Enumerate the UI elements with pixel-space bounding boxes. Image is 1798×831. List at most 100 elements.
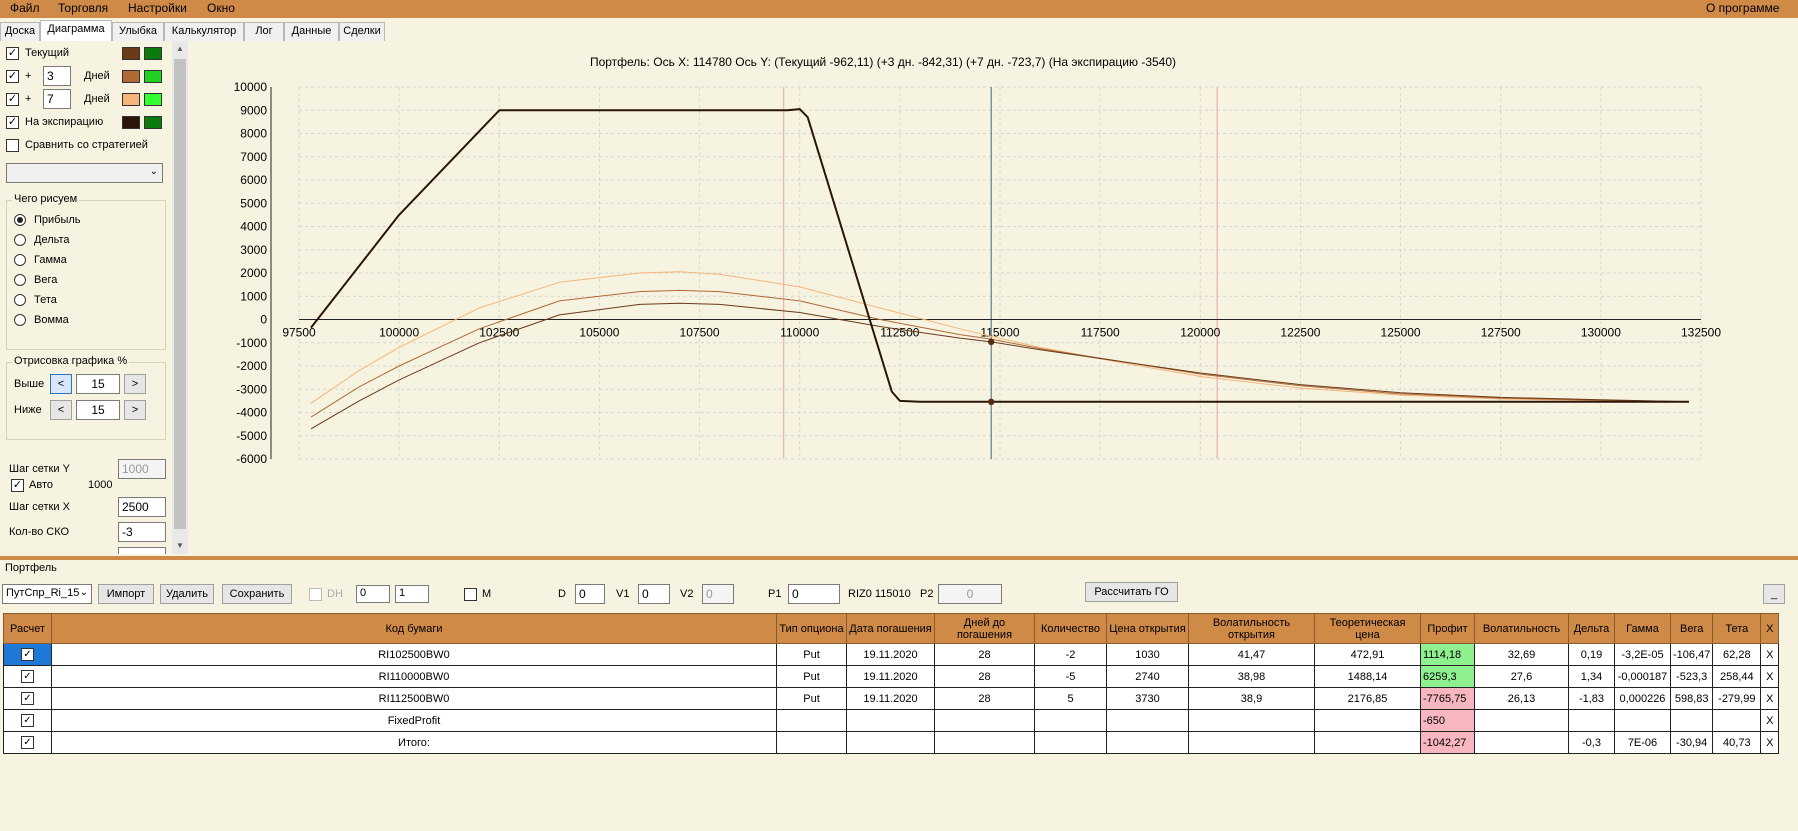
column-header[interactable]: X: [1760, 613, 1780, 644]
current-alt-color-swatch[interactable]: [144, 47, 162, 60]
delete-row-button[interactable]: X: [1760, 665, 1780, 688]
tab-data[interactable]: Данные: [284, 22, 339, 41]
what-option-radio-3[interactable]: [14, 274, 26, 286]
above-increase-button[interactable]: >: [124, 374, 146, 394]
tab-log[interactable]: Лог: [244, 22, 284, 41]
tab-smile[interactable]: Улыбка: [112, 22, 164, 41]
below-decrease-button[interactable]: <: [50, 400, 72, 420]
column-header[interactable]: Волатильность: [1474, 613, 1569, 644]
expiry-checkbox[interactable]: ✓: [6, 116, 19, 129]
menu-file[interactable]: Файл: [10, 1, 40, 15]
auto-checkbox[interactable]: ✓: [11, 479, 24, 492]
calc-checkbox-cell[interactable]: ✓: [3, 643, 52, 666]
table-row[interactable]: ✓ RI112500BW0 Put 19.11.2020 28 5 3730 38,9 2176…: [3, 687, 1780, 710]
left-panel-scrollbar[interactable]: ▲ ▼: [172, 41, 188, 554]
tab-calculator[interactable]: Калькулятор: [164, 22, 244, 41]
delete-row-button[interactable]: X: [1760, 709, 1780, 732]
plus7-alt-color-swatch[interactable]: [144, 93, 162, 106]
table-row[interactable]: ✓ FixedProfit -650 X: [3, 709, 1780, 732]
tab-diagram[interactable]: Диаграмма: [40, 20, 112, 41]
expiry-alt-color-swatch[interactable]: [144, 116, 162, 129]
calc-checkbox-cell[interactable]: ✓: [3, 709, 52, 732]
plus3-alt-color-swatch[interactable]: [144, 70, 162, 83]
strategy-dropdown[interactable]: ⌄: [6, 163, 163, 183]
plus3-days-input[interactable]: 3: [43, 66, 71, 86]
d-input[interactable]: 0: [575, 584, 605, 604]
column-header[interactable]: Количество: [1034, 613, 1107, 644]
scroll-up-icon[interactable]: ▲: [176, 44, 184, 53]
current-color-swatch[interactable]: [122, 47, 140, 60]
grid-y-input[interactable]: 1000: [118, 459, 166, 479]
dh-checkbox[interactable]: [309, 588, 322, 601]
dh-spinner-a[interactable]: 0: [356, 585, 390, 603]
panel-splitter[interactable]: [0, 556, 1798, 560]
column-header[interactable]: Цена открытия: [1106, 613, 1189, 644]
delete-row-button[interactable]: X: [1760, 731, 1780, 754]
p2-input[interactable]: 0: [938, 584, 1002, 604]
calc-checkbox-cell[interactable]: ✓: [3, 665, 52, 688]
minimize-button[interactable]: _: [1763, 584, 1785, 604]
column-header[interactable]: Расчет: [3, 613, 52, 644]
portfolio-selector[interactable]: ПутСпр_Ri_15 ⌄: [2, 584, 92, 604]
scroll-down-icon[interactable]: ▼: [176, 541, 184, 550]
scroll-thumb[interactable]: [174, 59, 186, 529]
v1-input[interactable]: 0: [638, 584, 670, 604]
save-button[interactable]: Сохранить: [222, 584, 292, 604]
delete-row-button[interactable]: X: [1760, 643, 1780, 666]
plus7-days-input[interactable]: 7: [43, 89, 71, 109]
extra-input[interactable]: [118, 547, 166, 554]
what-option-radio-2[interactable]: [14, 254, 26, 266]
column-header[interactable]: Дата погашения: [846, 613, 935, 644]
calc-checkbox[interactable]: ✓: [21, 692, 34, 705]
what-option-radio-1[interactable]: [14, 234, 26, 246]
menu-trading[interactable]: Торговля: [58, 1, 109, 15]
delete-row-button[interactable]: X: [1760, 687, 1780, 710]
what-option-radio-4[interactable]: [14, 294, 26, 306]
calc-checkbox[interactable]: ✓: [21, 670, 34, 683]
table-row[interactable]: ✓ RI110000BW0 Put 19.11.2020 28 -5 2740 38,98 14…: [3, 665, 1780, 688]
dh-spinner-b[interactable]: 1: [395, 585, 429, 603]
m-checkbox[interactable]: [464, 588, 477, 601]
sko-input[interactable]: -3: [118, 522, 166, 542]
p1-input[interactable]: 0: [788, 584, 840, 604]
column-header[interactable]: Дней до погашения: [934, 613, 1035, 644]
calc-checkbox[interactable]: ✓: [21, 648, 34, 661]
expiry-color-swatch[interactable]: [122, 116, 140, 129]
column-header[interactable]: Код бумаги: [51, 613, 777, 644]
compare-checkbox[interactable]: [6, 139, 19, 152]
tab-board[interactable]: Доска: [0, 22, 40, 41]
column-header[interactable]: Профит: [1420, 613, 1475, 644]
what-option-radio-5[interactable]: [14, 314, 26, 326]
delete-button[interactable]: Удалить: [160, 584, 214, 604]
calc-checkbox[interactable]: ✓: [21, 736, 34, 749]
current-checkbox[interactable]: ✓: [6, 47, 19, 60]
above-decrease-button[interactable]: <: [50, 374, 72, 394]
column-header[interactable]: Волатильность открытия: [1188, 613, 1315, 644]
table-row[interactable]: ✓ Итого: -1042,27 -0,3 7E-06 -30,94 40,73 X: [3, 731, 1780, 754]
tab-deals[interactable]: Сделки: [339, 22, 385, 41]
column-header[interactable]: Теоретическая цена: [1314, 613, 1421, 644]
plus7-color-swatch[interactable]: [122, 93, 140, 106]
table-row[interactable]: ✓ RI102500BW0 Put 19.11.2020 28 -2 1030 41,47 47…: [3, 643, 1780, 666]
plus3-color-swatch[interactable]: [122, 70, 140, 83]
column-header[interactable]: Гамма: [1614, 613, 1671, 644]
menu-about[interactable]: О программе: [1706, 1, 1780, 15]
column-header[interactable]: Вега: [1669, 613, 1714, 644]
calc-checkbox-cell[interactable]: ✓: [3, 731, 52, 754]
grid-x-input[interactable]: 2500: [118, 497, 166, 517]
column-header[interactable]: Дельта: [1568, 613, 1615, 644]
menu-settings[interactable]: Настройки: [128, 1, 187, 15]
what-option-radio-0[interactable]: [14, 214, 26, 226]
above-value-input[interactable]: 15: [76, 374, 120, 394]
column-header[interactable]: Тип опциона: [776, 613, 847, 644]
plus3-checkbox[interactable]: ✓: [6, 70, 19, 83]
calc-checkbox-cell[interactable]: ✓: [3, 687, 52, 710]
plus7-checkbox[interactable]: ✓: [6, 93, 19, 106]
below-increase-button[interactable]: >: [124, 400, 146, 420]
below-value-input[interactable]: 15: [76, 400, 120, 420]
calc-checkbox[interactable]: ✓: [21, 714, 34, 727]
column-header[interactable]: Тета: [1712, 613, 1762, 644]
profit-chart[interactable]: Портфель: Ось X: 114780 Ось Y: (Текущий …: [188, 41, 1793, 554]
menu-window[interactable]: Окно: [207, 1, 235, 15]
import-button[interactable]: Импорт: [98, 584, 154, 604]
